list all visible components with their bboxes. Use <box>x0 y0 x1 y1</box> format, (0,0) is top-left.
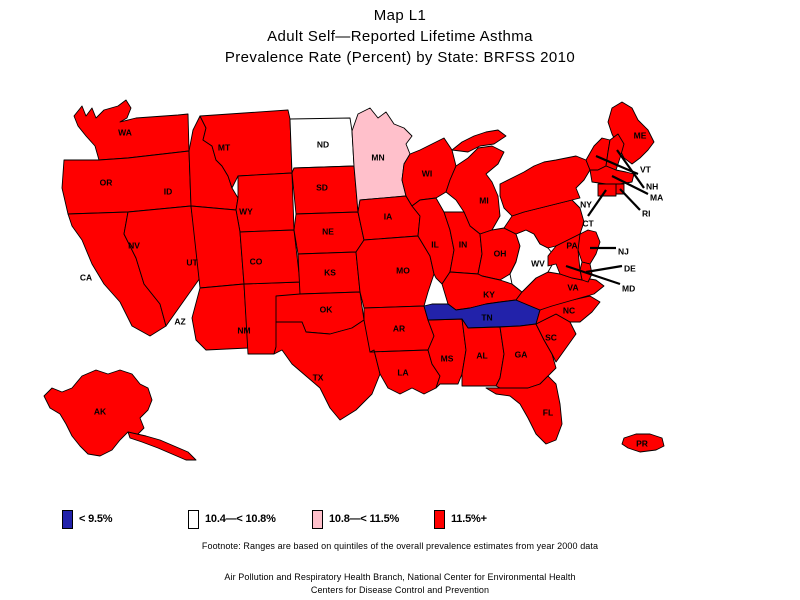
leader-line-NH <box>616 149 645 189</box>
state-label-FL: FL <box>543 407 553 417</box>
state-NY[interactable] <box>499 155 591 217</box>
state-label-DE: DE <box>624 263 636 273</box>
state-WA[interactable] <box>73 99 190 161</box>
page-title: Adult Self—Reported Lifetime Asthma <box>267 28 533 45</box>
state-label-MS: MS <box>441 353 454 363</box>
legend-swatch-low <box>188 509 199 529</box>
legend-item-mid[interactable]: 10.8—< 11.5% <box>312 506 399 532</box>
alaska-aleutians[interactable] <box>127 431 197 461</box>
state-label-IA: IA <box>384 211 393 221</box>
state-label-WV: WV <box>531 258 545 268</box>
legend-swatch-high <box>434 509 445 529</box>
choropleth-map: WA OR CA NV ID MT WY UT AZ NM CO ND SD N… <box>0 88 800 498</box>
us-states-svg: WA OR CA NV ID MT WY UT AZ NM CO ND SD N… <box>43 99 665 461</box>
state-label-MN: MN <box>371 152 384 162</box>
legend-swatch-lowest <box>62 509 73 529</box>
state-label-SD: SD <box>316 182 328 192</box>
state-label-KS: KS <box>324 267 336 277</box>
state-label-AR: AR <box>393 323 405 333</box>
state-VA[interactable] <box>515 271 605 311</box>
state-label-KY: KY <box>483 289 495 299</box>
legend-item-low[interactable]: 10.4—< 10.8% <box>188 506 276 532</box>
state-label-GA: GA <box>515 349 528 359</box>
state-NH[interactable] <box>605 133 625 171</box>
leader-line-MD <box>565 264 621 286</box>
map-id-title: Map L1 <box>373 7 427 24</box>
state-label-NH: NH <box>646 181 658 191</box>
state-label-VT: VT <box>640 164 652 174</box>
legend: < 9.5% 10.4—< 10.8% 10.8—< 11.5% 11.5%+ <box>0 506 800 532</box>
title-block: Map L1 Adult Self—Reported Lifetime Asth… <box>0 0 800 68</box>
state-label-MD: MD <box>622 283 635 293</box>
state-label-MA: MA <box>650 192 663 202</box>
state-label-ME: ME <box>634 130 647 140</box>
state-label-WI: WI <box>422 168 432 178</box>
state-label-MT: MT <box>218 142 231 152</box>
state-label-AK: AK <box>94 406 107 416</box>
state-label-ID: ID <box>164 186 173 196</box>
state-OR[interactable] <box>61 150 192 215</box>
state-label-LA: LA <box>397 367 408 377</box>
state-label-IN: IN <box>459 239 468 249</box>
state-label-WA: WA <box>118 127 132 137</box>
state-label-OK: OK <box>320 304 334 314</box>
state-label-IL: IL <box>431 239 439 249</box>
leader-line-DE <box>585 264 623 274</box>
state-CT[interactable] <box>597 183 617 197</box>
state-WY[interactable] <box>235 172 295 233</box>
page-subtitle: Prevalence Rate (Percent) by State: BRFS… <box>224 49 576 66</box>
state-label-WY: WY <box>239 206 253 216</box>
legend-swatch-mid <box>312 509 323 529</box>
legend-label-high: 11.5%+ <box>451 513 487 525</box>
state-label-SC: SC <box>545 332 557 342</box>
state-MS[interactable] <box>427 318 467 389</box>
state-label-ND: ND <box>317 139 329 149</box>
legend-item-lowest[interactable]: < 9.5% <box>62 506 113 532</box>
state-label-MO: MO <box>396 265 410 275</box>
state-label-AL: AL <box>476 350 487 360</box>
legend-label-low: 10.4—< 10.8% <box>205 513 276 525</box>
state-label-RI: RI <box>642 208 651 218</box>
attribution-line-1: Air Pollution and Respiratory Health Bra… <box>224 572 576 582</box>
state-label-OR: OR <box>100 177 113 187</box>
state-label-TN: TN <box>481 312 492 322</box>
state-label-MI: MI <box>479 195 488 205</box>
state-label-AZ: AZ <box>174 316 185 326</box>
state-label-PR: PR <box>636 438 648 448</box>
state-label-NC: NC <box>563 305 575 315</box>
legend-label-mid: 10.8—< 11.5% <box>329 513 400 525</box>
state-label-CT: CT <box>582 218 594 228</box>
footnote: Footnote: Ranges are based on quintiles … <box>201 541 599 551</box>
legend-item-high[interactable]: 11.5%+ <box>434 506 487 532</box>
state-UT[interactable] <box>190 205 245 289</box>
legend-label-lowest: < 9.5% <box>79 513 113 525</box>
state-label-CA: CA <box>80 272 92 282</box>
state-label-OH: OH <box>494 248 507 258</box>
state-label-UT: UT <box>186 257 198 267</box>
state-label-TX: TX <box>313 372 324 382</box>
state-AZ[interactable] <box>191 283 249 351</box>
state-label-NY: NY <box>580 199 592 209</box>
state-TX[interactable] <box>273 319 381 421</box>
state-label-NE: NE <box>322 226 334 236</box>
leader-line-RI <box>619 188 641 211</box>
state-label-PA: PA <box>566 240 577 250</box>
leader-line-MA <box>611 175 649 195</box>
state-label-CO: CO <box>250 256 263 266</box>
state-FL[interactable] <box>485 375 563 445</box>
state-PR[interactable] <box>621 433 665 453</box>
state-label-NJ: NJ <box>618 246 629 256</box>
attribution-block: Air Pollution and Respiratory Health Bra… <box>0 571 800 597</box>
state-label-NV: NV <box>128 240 140 250</box>
state-label-NM: NM <box>237 325 250 335</box>
state-label-VA: VA <box>567 282 578 292</box>
leader-line-CT <box>587 189 607 217</box>
attribution-line-2: Centers for Disease Control and Preventi… <box>310 585 490 595</box>
state-MO[interactable] <box>355 235 435 309</box>
